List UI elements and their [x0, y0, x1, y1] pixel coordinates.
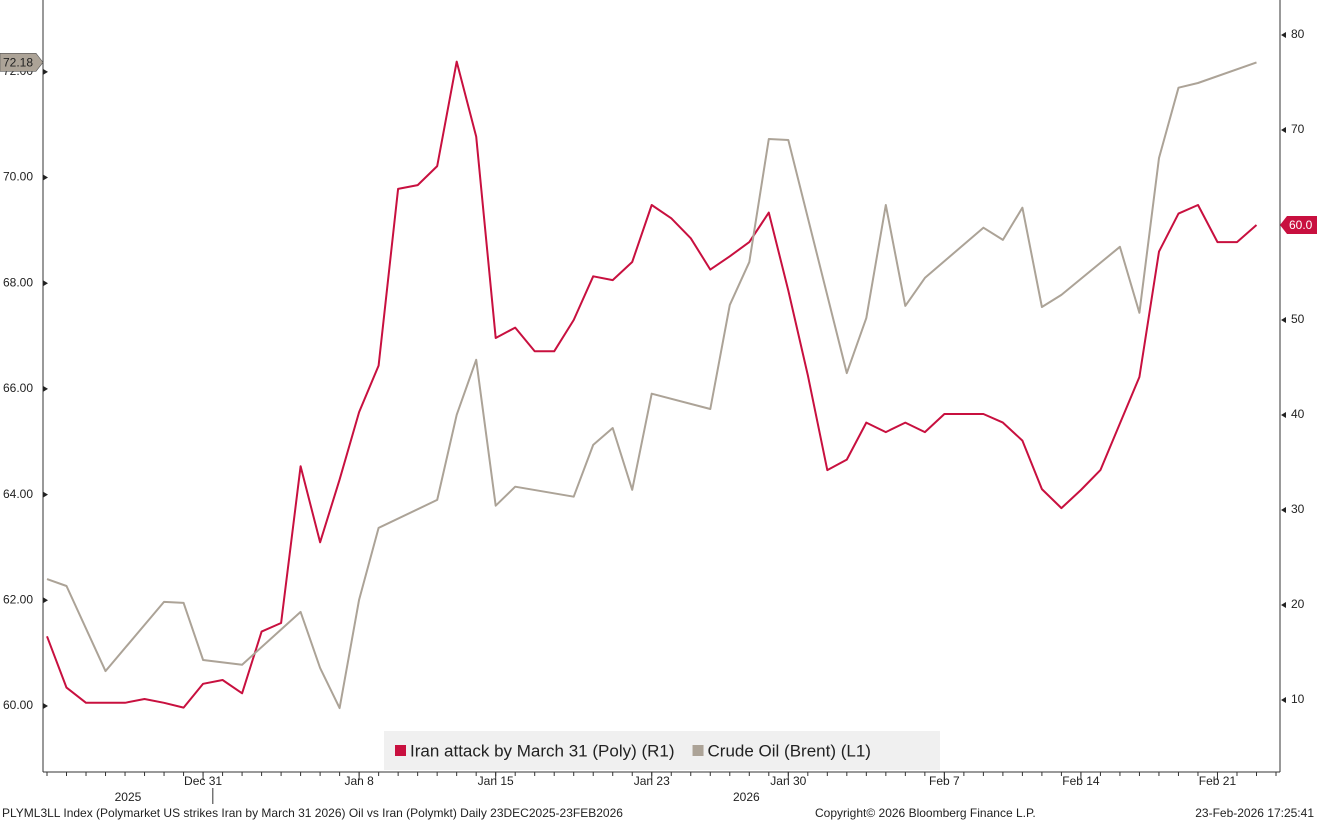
end-label-box: [1280, 215, 1317, 234]
year-label: 2026: [733, 790, 760, 804]
y-tick: [43, 280, 48, 287]
x-tick-label: Jan 30: [770, 774, 806, 788]
y-tick: [43, 68, 48, 75]
footer-left: PLYML3LL Index (Polymarket US strikes Ir…: [2, 806, 623, 820]
y-tick: [43, 385, 48, 392]
y-tick-label: 70.00: [3, 170, 33, 184]
x-tick-label: Feb 7: [929, 774, 960, 788]
y2-tick-label: 20: [1291, 597, 1305, 611]
y-tick: [43, 597, 48, 604]
x-tick-label: Dec 31: [184, 774, 222, 788]
x-tick-label: Feb 21: [1199, 774, 1237, 788]
legend-swatch: [692, 745, 704, 756]
series-line: [46, 61, 1257, 710]
legend-label: Iran attack by March 31 (Poly) (R1): [410, 741, 675, 760]
y2-tick: [1281, 31, 1286, 38]
year-label: 2025: [115, 790, 142, 804]
y2-tick: [1281, 316, 1286, 323]
y-tick-label: 64.00: [3, 487, 33, 501]
y2-tick: [1281, 601, 1286, 608]
y-tick: [43, 702, 48, 709]
y2-tick: [1281, 506, 1286, 513]
x-tick-label: Feb 14: [1062, 774, 1100, 788]
y2-tick-label: 10: [1291, 692, 1305, 706]
y-tick-label: 68.00: [3, 275, 33, 289]
x-tick-label: Jan 8: [344, 774, 374, 788]
legend-swatch: [395, 745, 406, 756]
y-tick-label: 62.00: [3, 592, 33, 606]
footer-center: Copyright© 2026 Bloomberg Finance L.P.: [815, 806, 1036, 820]
y2-tick: [1281, 126, 1286, 133]
end-label-box: [0, 53, 44, 72]
legend-label: Crude Oil (Brent) (L1): [708, 741, 871, 760]
end-label: 72.18: [3, 56, 33, 70]
y2-tick-label: 50: [1291, 312, 1305, 326]
series-line: [46, 60, 1258, 709]
y-tick: [43, 491, 48, 498]
y-tick-label: 66.00: [3, 381, 33, 395]
footer-right: 23-Feb-2026 17:25:41: [1195, 806, 1314, 820]
end-label: 60.0: [1289, 218, 1313, 232]
y2-tick-label: 80: [1291, 27, 1305, 41]
y-tick: [43, 174, 48, 181]
y2-tick-label: 40: [1291, 407, 1305, 421]
y2-tick-label: 70: [1291, 122, 1305, 136]
y2-tick-label: 30: [1291, 502, 1305, 516]
x-tick-label: Jan 23: [634, 774, 670, 788]
y-tick-label: 60.00: [3, 698, 33, 712]
y2-tick: [1281, 696, 1286, 703]
y2-tick: [1281, 411, 1286, 418]
x-tick-label: Jan 15: [478, 774, 514, 788]
legend: [384, 731, 940, 770]
